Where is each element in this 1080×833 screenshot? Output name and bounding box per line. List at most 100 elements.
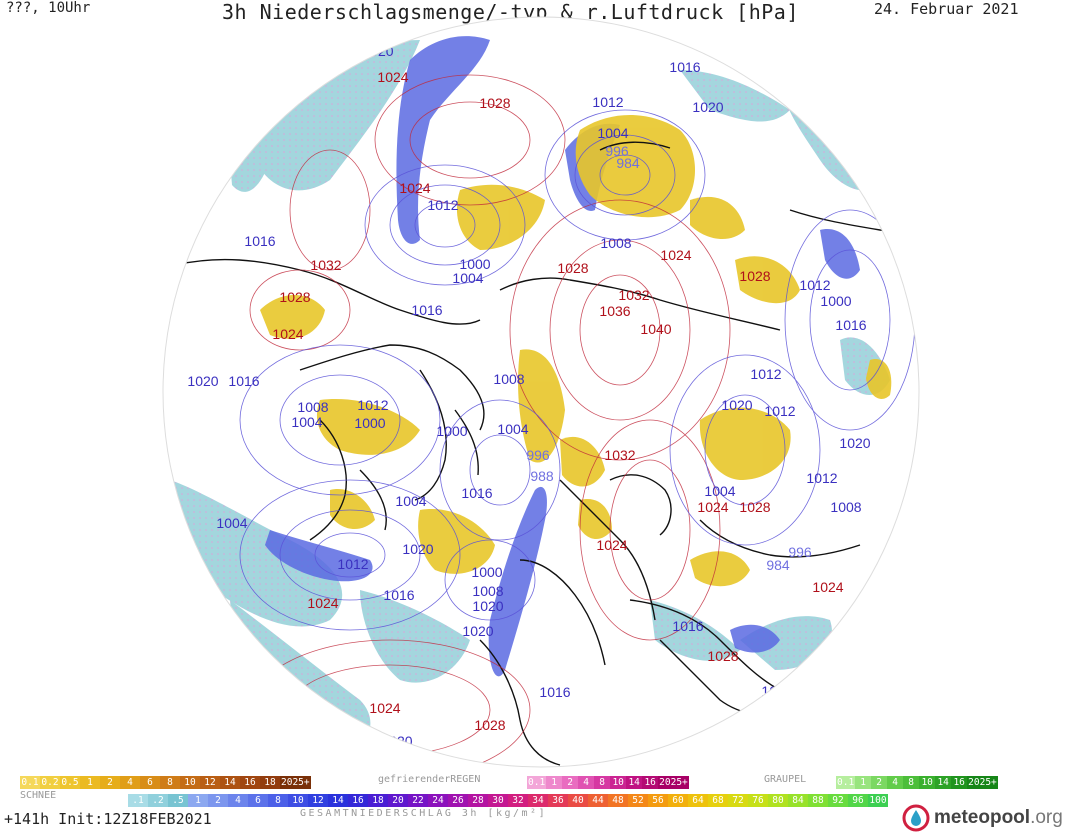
legend-cell: 52 bbox=[628, 794, 648, 807]
legend-cell: 2 bbox=[871, 776, 888, 789]
legend-cell: 0.5 bbox=[60, 776, 80, 789]
isobar-label: 1004 bbox=[704, 483, 735, 499]
legend-cell: 72 bbox=[728, 794, 748, 807]
legend-cell: 2025+ bbox=[658, 776, 689, 789]
rain-areas bbox=[260, 115, 892, 587]
legend-cell: 0.1 bbox=[20, 776, 40, 789]
isobar-label: 1024 bbox=[399, 180, 430, 196]
legend-cell: 2025+ bbox=[280, 776, 311, 789]
legend-cell: 0.1 bbox=[527, 776, 547, 789]
isobar-label: 1040 bbox=[640, 321, 671, 337]
legend-cell: 28 bbox=[468, 794, 488, 807]
isobar-label: 1012 bbox=[764, 403, 795, 419]
isobar-label: 1028 bbox=[739, 499, 770, 515]
isobar-label: 1004 bbox=[395, 493, 426, 509]
isobar-label: 1000 bbox=[471, 564, 502, 580]
legend-freezing-rain-scale: 0.1 1 2 4 8 10 14 16 2025+ bbox=[527, 776, 689, 789]
isobar-label: 1012 bbox=[806, 470, 837, 486]
legend-cell: 10 bbox=[919, 776, 936, 789]
isobar-label: 1028 bbox=[707, 648, 738, 664]
isobar-label: 984 bbox=[616, 155, 640, 171]
legend-cell: 1 bbox=[80, 776, 100, 789]
isobar-label: 996 bbox=[788, 544, 812, 560]
legend-cell: 1 bbox=[855, 776, 872, 789]
isobar-label: 1032 bbox=[604, 447, 635, 463]
legend-cell: 18 bbox=[260, 776, 280, 789]
isobar-label: 988 bbox=[530, 468, 554, 484]
legend-snow-label: SCHNEE bbox=[20, 790, 57, 801]
legend-cell: 2 bbox=[100, 776, 120, 789]
isobar-label: 1032 bbox=[618, 287, 649, 303]
isobar-label: 984 bbox=[766, 557, 790, 573]
isobar-label: 1012 bbox=[592, 94, 623, 110]
isobar-label: 1012 bbox=[357, 397, 388, 413]
legend-cell: 92 bbox=[828, 794, 848, 807]
legend-cell: 16 bbox=[951, 776, 968, 789]
legend-cell: 88 bbox=[808, 794, 828, 807]
isobar-label: 1016 bbox=[383, 587, 414, 603]
meteopool-logo[interactable]: meteopool.org bbox=[902, 804, 1063, 832]
isobar-label: 1020 bbox=[839, 435, 870, 451]
legend-cell: 4 bbox=[120, 776, 140, 789]
isobar-label: 1004 bbox=[497, 421, 528, 437]
isobar-label: 1020 bbox=[381, 733, 412, 749]
model-run-info: +141h Init:12Z18FEB2021 bbox=[4, 810, 212, 828]
isobar-label: 1036 bbox=[599, 303, 630, 319]
isobar-label: 1020 bbox=[362, 43, 393, 59]
legend-cell: 4 bbox=[228, 794, 248, 807]
legend-cell: 76 bbox=[748, 794, 768, 807]
legend-cell: 14 bbox=[220, 776, 240, 789]
legend-cell: 18 bbox=[368, 794, 388, 807]
legend-cell: 64 bbox=[688, 794, 708, 807]
legend-cell: 2025+ bbox=[967, 776, 998, 789]
legend-cell: .2 bbox=[148, 794, 168, 807]
legend-graupel-scale: 0.1 1 2 4 8 10 14 16 2025+ bbox=[836, 776, 998, 789]
isobar-label: 1028 bbox=[739, 268, 770, 284]
legend-cell: 1 bbox=[188, 794, 208, 807]
legend-cell: 48 bbox=[608, 794, 628, 807]
legend-cell: 96 bbox=[848, 794, 868, 807]
legend-freezing-rain-label: gefrierenderREGEN bbox=[378, 774, 481, 785]
isobar-label: 1008 bbox=[600, 235, 631, 251]
isobar-label: 1016 bbox=[411, 302, 442, 318]
isobar-label: 1000 bbox=[459, 256, 490, 272]
legend-cell: 32 bbox=[508, 794, 528, 807]
legend-cell: 20 bbox=[388, 794, 408, 807]
legend-cell: 100 bbox=[868, 794, 888, 807]
isobar-label: 1020 bbox=[721, 397, 752, 413]
legend-cell: 8 bbox=[160, 776, 180, 789]
isobar-label: 1000 bbox=[354, 415, 385, 431]
legend-cell: 12 bbox=[308, 794, 328, 807]
isobar-label: 1016 bbox=[244, 233, 275, 249]
isobar-label: 1020 bbox=[402, 541, 433, 557]
legend-cell: 26 bbox=[448, 794, 468, 807]
legend-cell: 30 bbox=[488, 794, 508, 807]
isobar-label: 1024 bbox=[377, 69, 408, 85]
isobar-label: 1024 bbox=[369, 700, 400, 716]
isobar-label: 1008 bbox=[830, 499, 861, 515]
legend-cell: 10 bbox=[288, 794, 308, 807]
legend-cell: 36 bbox=[548, 794, 568, 807]
map-edge bbox=[162, 16, 920, 768]
legend-cell: 22 bbox=[408, 794, 428, 807]
legend-total-precip-label: GESAMTNIEDERSCHLAG 3h [kg/m²] bbox=[300, 808, 548, 819]
isobar-label: 1024 bbox=[812, 579, 843, 595]
forecast-date: 24. Februar 2021 bbox=[874, 0, 1019, 18]
isobar-label: 1016 bbox=[669, 59, 700, 75]
forecast-day-label: ???, 10Uhr bbox=[6, 0, 91, 16]
isobar-label: 1012 bbox=[337, 556, 368, 572]
legend-cell: 24 bbox=[428, 794, 448, 807]
isobar-label: 1028 bbox=[557, 260, 588, 276]
isobar-label: 1004 bbox=[597, 125, 628, 141]
isobar-label: 1008 bbox=[493, 371, 524, 387]
isobar-label: 1004 bbox=[216, 515, 247, 531]
legend-cell: 8 bbox=[594, 776, 611, 789]
isobar-label: 1000 bbox=[820, 293, 851, 309]
isobar-label: 1024 bbox=[660, 247, 691, 263]
legend-cell: 34 bbox=[528, 794, 548, 807]
legend-cell: 1 bbox=[546, 776, 563, 789]
isobar-label: 1024 bbox=[307, 595, 338, 611]
legend-cell: 40 bbox=[568, 794, 588, 807]
legend-cell: 68 bbox=[708, 794, 728, 807]
